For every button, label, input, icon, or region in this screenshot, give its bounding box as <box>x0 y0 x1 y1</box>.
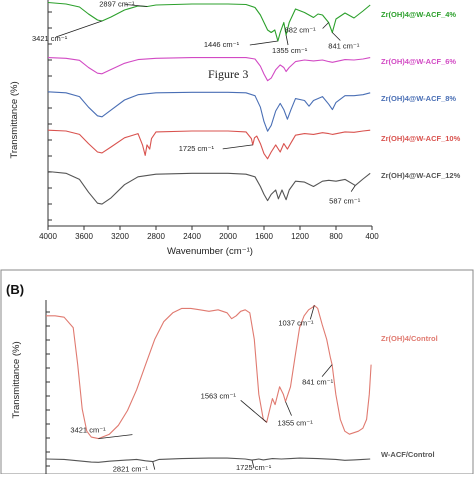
legend-label-zr-oh-4-w-acf-8: Zr(OH)4@W-ACF_8% <box>381 94 456 103</box>
panel-a-x-tick-label: 3600 <box>75 232 93 241</box>
panel-a-x-tick-label: 1600 <box>255 232 273 241</box>
annotation-arrow <box>222 144 253 150</box>
annotation-arrow <box>285 34 289 46</box>
annotation-label: 841 cm⁻¹ <box>302 378 334 387</box>
panel-b-annotations: 3421 cm⁻¹ 1563 cm⁻¹ 1355 cm⁻¹ 1037 cm⁻¹ 841 … <box>70 305 334 474</box>
annotation-label: 3421 cm⁻¹ <box>70 426 106 435</box>
panel-a: Transmittance (%) Wavenumber (cm⁻¹) 4000… <box>9 0 461 257</box>
panel-a-x-tick-label: 4000 <box>39 232 57 241</box>
panel-a-x-tick-label: 400 <box>365 232 379 241</box>
annotation-label: 2821 cm⁻¹ <box>113 465 149 474</box>
panel-a-x-tick-label: 3200 <box>111 232 129 241</box>
panel-a-ylabel: Transmittance (%) <box>9 81 20 158</box>
panel-b-ylabel: Transmittance (%) <box>11 341 22 418</box>
legend-label-zr-oh-4-w-acf-4: Zr(OH)4@W-ACF_4% <box>381 10 456 19</box>
panel-a-annotations: 2897 cm⁻¹ 3421 cm⁻¹ 1446 cm⁻¹ 1355 cm⁻¹ 882 … <box>32 0 361 206</box>
annotation-label: 1563 cm⁻¹ <box>201 391 237 400</box>
panel-b-frame <box>0 269 474 475</box>
series-line-zr-oh-4-w-acf-6 <box>47 57 371 82</box>
annotation-label: 3421 cm⁻¹ <box>32 34 68 43</box>
legend-label-zr-oh-4-w-acf-10: Zr(OH)4@W-ACF_10% <box>381 134 461 143</box>
annotation-arrow <box>332 32 341 41</box>
legend-label-zr-oh-4-control: Zr(OH)4/Control <box>381 334 438 343</box>
panel-b-series-group <box>45 304 372 463</box>
annotation-arrow <box>240 400 267 423</box>
annotation-arrow <box>309 305 315 320</box>
annotation-arrow <box>55 20 103 38</box>
annotation-label: 1446 cm⁻¹ <box>204 40 240 49</box>
panel-b-axes <box>45 300 50 474</box>
series-line-zr-oh-4-w-acf-12 <box>47 170 371 205</box>
panel-b-legend: Zr(OH)4/Control W-ACF/Control <box>381 334 438 459</box>
annotation-arrow <box>125 4 148 7</box>
annotation-label: 1725 cm⁻¹ <box>236 463 272 472</box>
panel-a-series-group <box>47 1 371 205</box>
series-line-zr-oh-4-w-acf-10 <box>47 129 371 160</box>
panel-a-x-tick-label: 2400 <box>183 232 201 241</box>
panel-a-legend: Zr(OH)4@W-ACF_4% Zr(OH)4@W-ACF_6% Zr(OH)4@… <box>381 10 461 180</box>
annotation-arrow <box>249 40 278 46</box>
annotation-label: 587 cm⁻¹ <box>329 197 361 206</box>
annotation-label: 2897 cm⁻¹ <box>99 0 135 9</box>
panel-a-x-tick-label: 1200 <box>291 232 309 241</box>
annotation-label: 1037 cm⁻¹ <box>278 318 314 327</box>
annotation-arrow <box>98 434 133 439</box>
annotation-arrow <box>285 401 292 416</box>
annotation-label: 841 cm⁻¹ <box>328 42 360 51</box>
annotation-label: 1725 cm⁻¹ <box>179 144 215 153</box>
legend-label-zr-oh-4-w-acf-6: Zr(OH)4@W-ACF_6% <box>381 57 456 66</box>
annotation-label: 1355 cm⁻¹ <box>272 46 308 55</box>
panel-a-xlabel: Wavenumber (cm⁻¹) <box>167 246 253 257</box>
annotation-arrow <box>321 364 333 377</box>
annotation-arrow <box>251 460 255 469</box>
series-line-w-acf-control <box>45 457 371 463</box>
annotation-arrow <box>350 185 356 192</box>
series-line-zr-oh-4-w-acf-4 <box>47 1 371 42</box>
annotation-label: 1355 cm⁻¹ <box>278 419 314 428</box>
series-line-zr-oh-4-w-acf-8 <box>47 91 371 132</box>
panel-a-x-tick-label: 2800 <box>147 232 165 241</box>
series-line-zr-oh-4-control <box>46 304 372 440</box>
legend-label-w-acf-control: W-ACF/Control <box>381 450 435 459</box>
legend-label-zr-oh-4-w-acf-12: Zr(OH)4@W-ACF_12% <box>381 171 461 180</box>
panel-a-x-tick-label: 800 <box>329 232 343 241</box>
annotation-label: 882 cm⁻¹ <box>285 26 317 35</box>
panel-b: (B) Transmittance (%) 3421 cm⁻¹ 1563 cm⁻¹… <box>0 269 474 475</box>
figure-watermark: Figure 3 <box>208 67 248 81</box>
annotation-arrow <box>152 461 156 470</box>
panel-a-x-tick-label: 2000 <box>219 232 237 241</box>
panel-b-tag: (B) <box>6 282 24 297</box>
annotation-arrow <box>322 22 329 29</box>
